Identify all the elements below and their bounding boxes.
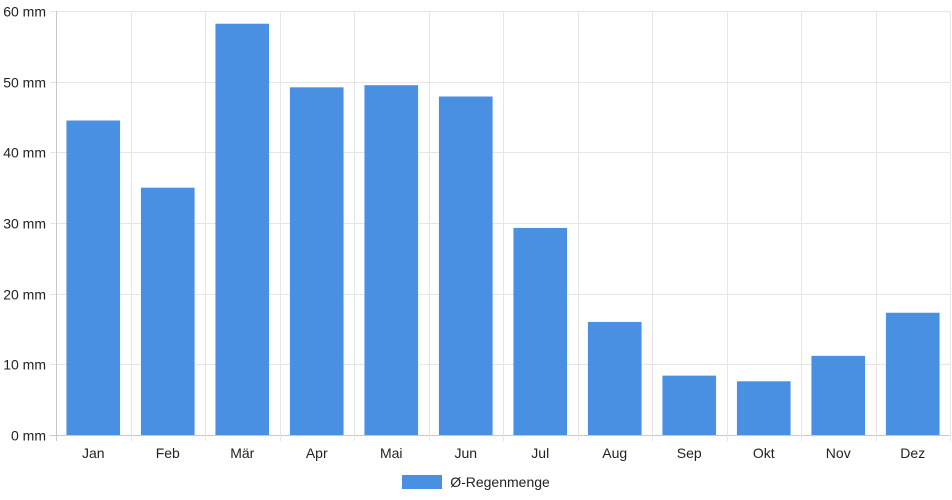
- y-tick-label: 50 mm: [3, 75, 46, 91]
- x-tick-label: Sep: [677, 445, 702, 461]
- y-tick-label: 10 mm: [3, 357, 46, 373]
- x-tick-label: Nov: [826, 445, 851, 461]
- x-tick-label: Mai: [380, 445, 403, 461]
- bar-mär: [215, 23, 270, 435]
- x-tick-label: Jun: [454, 445, 477, 461]
- y-tick-label: 30 mm: [3, 216, 46, 232]
- legend-series-label: Ø-Regenmenge: [450, 474, 550, 490]
- bar-aug: [587, 321, 642, 435]
- bar-jun: [438, 96, 493, 436]
- y-tick-label: 40 mm: [3, 145, 46, 161]
- bar-feb: [140, 187, 195, 435]
- chart-plot-svg: 0 mm 10 mm 20 mm 30 mm 40 mm 50 mm 60 mm Jan Feb…: [3, 4, 951, 461]
- y-tick-label: 60 mm: [3, 4, 46, 20]
- bar-sep: [662, 375, 717, 435]
- x-tick-label: Dez: [900, 445, 925, 461]
- x-tick-label: Aug: [602, 445, 627, 461]
- bar-mai: [364, 85, 419, 435]
- x-tick-label: Okt: [753, 445, 775, 461]
- x-tick-label: Mär: [230, 445, 254, 461]
- bar-nov: [811, 355, 866, 435]
- legend-swatch: [402, 475, 443, 489]
- x-tick-label: Feb: [156, 445, 180, 461]
- bar-apr: [289, 87, 344, 435]
- y-tick-label: 20 mm: [3, 287, 46, 303]
- x-tick-label: Apr: [306, 445, 328, 461]
- bar-jul: [513, 227, 568, 435]
- chart-legend[interactable]: Ø-Regenmenge: [0, 470, 952, 494]
- bar-dez: [885, 312, 940, 435]
- x-tick-label: Jan: [82, 445, 105, 461]
- y-tick-label: 0 mm: [11, 428, 46, 444]
- x-tick-label: Jul: [531, 445, 549, 461]
- bar-jan: [66, 120, 121, 436]
- bar-okt: [736, 381, 791, 435]
